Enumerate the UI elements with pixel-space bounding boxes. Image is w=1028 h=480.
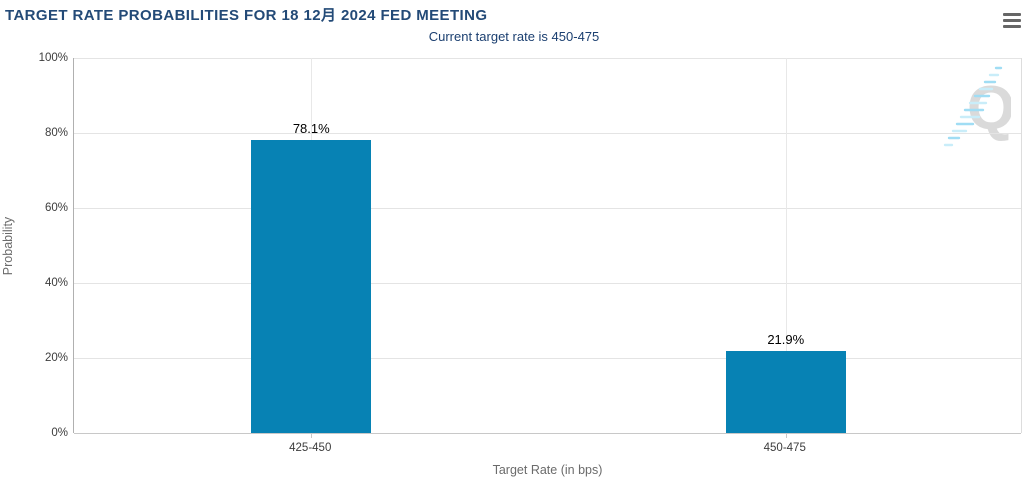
plot-area: Q 78.1% 21.9%	[73, 58, 1022, 438]
grid-line-horizontal	[74, 58, 1021, 59]
x-axis-tick-mark	[311, 433, 313, 438]
probability-bar-425-450[interactable]	[251, 140, 372, 433]
hamburger-icon	[1003, 12, 1021, 16]
grid-line-vertical	[785, 58, 787, 433]
hamburger-icon	[1003, 24, 1021, 28]
y-tick-label: 60%	[44, 202, 68, 214]
x-tick-label: 425-450	[289, 442, 332, 454]
svg-text:Q: Q	[967, 74, 1011, 143]
grid-line-horizontal	[74, 208, 1021, 209]
grid-line-horizontal	[74, 358, 1021, 359]
y-tick-label: 80%	[44, 127, 68, 139]
grid-line-horizontal	[74, 133, 1021, 134]
y-tick-label: 0%	[51, 427, 68, 439]
y-tick-label: 40%	[44, 277, 68, 289]
x-axis-title: Target Rate (in bps)	[492, 463, 603, 477]
x-tick-label: 450-475	[763, 442, 806, 454]
y-axis-title: Probability	[1, 216, 15, 276]
chart-subtitle: Current target rate is 450-475	[428, 29, 600, 44]
grid-line-horizontal	[74, 433, 1021, 434]
y-tick-label: 100%	[38, 52, 68, 64]
chart-context-menu-button[interactable]	[1001, 10, 1023, 30]
x-axis-tick-mark	[785, 433, 787, 438]
quandl-watermark-logo: Q	[943, 66, 1011, 147]
y-tick-label: 20%	[44, 352, 68, 364]
bar-value-label: 78.1%	[292, 121, 330, 137]
bar-value-label: 21.9%	[767, 331, 805, 347]
grid-line-horizontal	[74, 283, 1021, 284]
hamburger-icon	[1003, 18, 1021, 22]
probability-bar-450-475[interactable]	[725, 350, 846, 433]
chart-title: TARGET RATE PROBABILITIES FOR 18 12月 202…	[5, 7, 488, 24]
